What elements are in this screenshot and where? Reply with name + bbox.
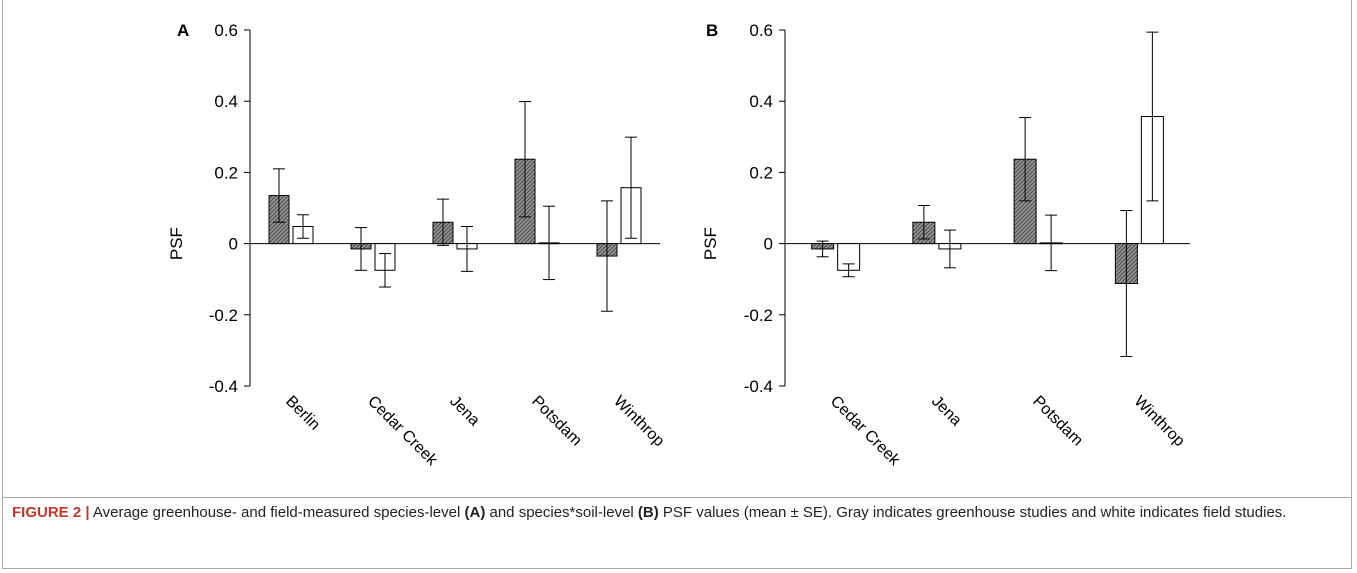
caption-bold-a: (A) [464,504,486,521]
chart-panel-b: B PSF 0.6 0.4 0.2 0 -0.2 -0.4 Cedar Creek Jena Pot… [701,21,1190,470]
x-tick-label: Potsdam [1029,393,1086,450]
y-tick-label: 0 [229,235,238,254]
caption-figure-label: FIGURE 2 | [12,504,90,521]
chart-panel-a: A PSF 0.6 0.4 0.2 0 -0.2 -0.4 Berlin Cedar Creek J… [167,21,668,470]
y-tick-label: -0.2 [209,306,238,325]
y-axis-label: PSF [167,227,186,260]
y-tick-label: 0.6 [749,21,773,40]
x-tick-label: Winthrop [610,393,667,450]
y-tick-label: 0.4 [214,92,238,111]
y-tick-label: 0.2 [214,163,238,182]
y-tick-label: 0.4 [749,92,773,111]
caption-text-1: Average greenhouse- and field-measured s… [89,504,465,521]
x-tick-label: Potsdam [528,393,585,450]
y-axis-label: PSF [701,227,720,260]
y-tick-label: -0.4 [209,377,238,396]
panel-label: A [177,21,189,40]
caption-text-3: PSF values (mean ± SE). Gray indicates g… [658,504,1287,521]
x-tick-label: Winthrop [1131,393,1188,450]
figure-caption: FIGURE 2 | Average greenhouse- and field… [12,502,1337,523]
caption-text-2: and species*soil-level [485,504,638,521]
x-tick-label: Cedar Creek [827,393,904,470]
y-tick-label: 0.2 [749,163,773,182]
x-tick-label: Jena [446,393,483,430]
x-tick-label: Berlin [282,393,323,434]
x-tick-label: Cedar Creek [364,393,441,470]
caption-divider [2,497,1352,498]
panel-label: B [706,21,718,40]
x-tick-label: Jena [928,393,965,430]
y-tick-label: -0.2 [744,306,773,325]
y-tick-label: -0.4 [744,377,773,396]
caption-bold-b: (B) [637,504,659,521]
y-tick-label: 0.6 [214,21,238,40]
y-tick-label: 0 [764,235,773,254]
